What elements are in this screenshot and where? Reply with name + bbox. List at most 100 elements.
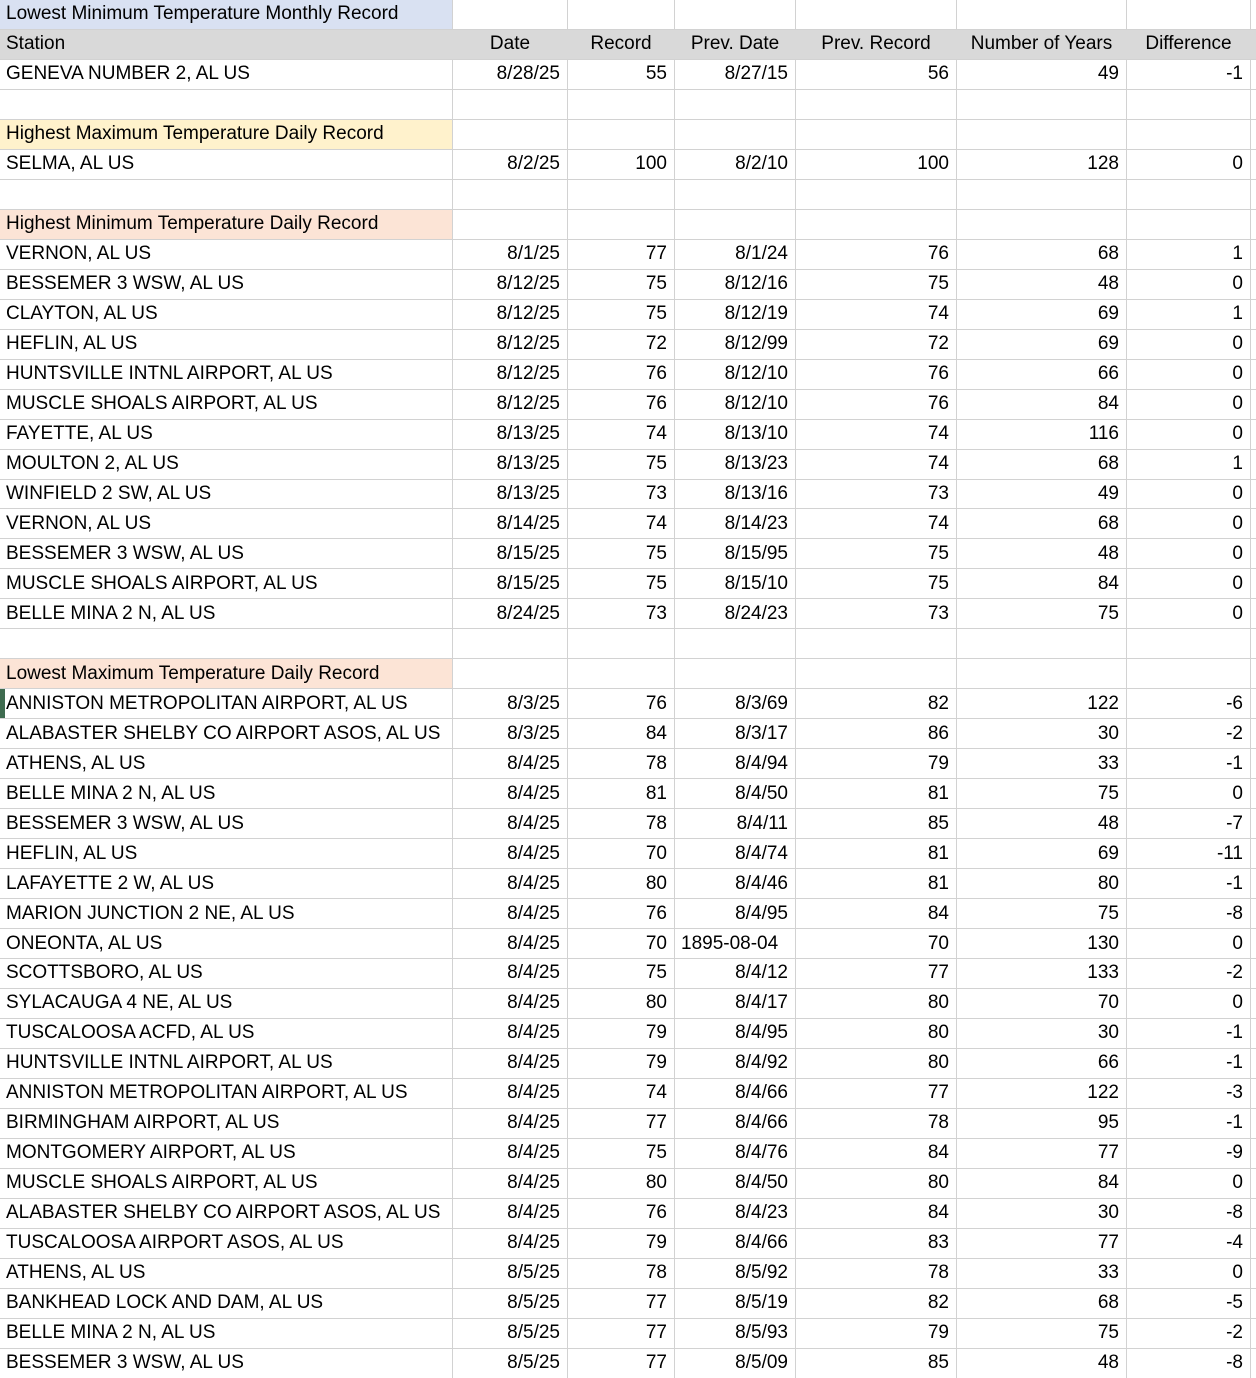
cell-prev-record[interactable]: 76: [796, 239, 956, 269]
cell-date[interactable]: 8/4/25: [453, 929, 567, 958]
cell-station[interactable]: SCOTTSBORO, AL US: [0, 959, 452, 988]
blank-row-empty-cell[interactable]: [796, 629, 956, 659]
column-header-record[interactable]: Record: [568, 29, 674, 59]
cell-number-of-years[interactable]: 69: [957, 299, 1126, 329]
cell-difference[interactable]: -8: [1127, 899, 1250, 929]
cell-prev-date[interactable]: 8/1/24: [675, 239, 795, 269]
cell-date[interactable]: 8/5/25: [453, 1318, 567, 1348]
cell-prev-record[interactable]: 76: [796, 389, 956, 419]
cell-difference[interactable]: 1: [1127, 449, 1250, 479]
cell-prev-record[interactable]: 80: [796, 1048, 956, 1078]
cell-prev-record[interactable]: 70: [796, 929, 956, 958]
cell-date[interactable]: 8/24/25: [453, 599, 567, 629]
cell-record[interactable]: 80: [568, 988, 674, 1018]
cell-prev-record[interactable]: 81: [796, 869, 956, 899]
cell-prev-date[interactable]: 8/12/16: [675, 269, 795, 299]
title-row-empty-cell[interactable]: [1127, 119, 1250, 149]
cell-prev-date[interactable]: 8/15/10: [675, 569, 795, 599]
cell-date[interactable]: 8/4/25: [453, 839, 567, 869]
cell-station[interactable]: BIRMINGHAM AIRPORT, AL US: [0, 1108, 452, 1138]
cell-station[interactable]: ANNISTON METROPOLITAN AIRPORT, AL US: [0, 1078, 452, 1108]
cell-number-of-years[interactable]: 77: [957, 1228, 1126, 1258]
blank-row-empty-cell[interactable]: [0, 629, 452, 659]
cell-station[interactable]: ALABASTER SHELBY CO AIRPORT ASOS, AL US: [0, 719, 452, 749]
cell-date[interactable]: 8/5/25: [453, 1258, 567, 1288]
cell-number-of-years[interactable]: 30: [957, 719, 1126, 749]
cell-station[interactable]: MONTGOMERY AIRPORT, AL US: [0, 1138, 452, 1168]
cell-prev-record[interactable]: 72: [796, 329, 956, 359]
cell-date[interactable]: 8/4/25: [453, 899, 567, 929]
cell-difference[interactable]: -9: [1127, 1138, 1250, 1168]
title-row-empty-cell[interactable]: [675, 119, 795, 149]
blank-row-empty-cell[interactable]: [957, 179, 1126, 209]
cell-difference[interactable]: -11: [1127, 839, 1250, 869]
cell-record[interactable]: 72: [568, 329, 674, 359]
cell-station[interactable]: ALABASTER SHELBY CO AIRPORT ASOS, AL US: [0, 1198, 452, 1228]
cell-prev-record[interactable]: 82: [796, 689, 956, 719]
cell-station[interactable]: ATHENS, AL US: [0, 1258, 452, 1288]
title-row-empty-cell[interactable]: [568, 659, 674, 689]
blank-row-empty-cell[interactable]: [0, 179, 452, 209]
cell-number-of-years[interactable]: 130: [957, 929, 1126, 958]
cell-difference[interactable]: -1: [1127, 1048, 1250, 1078]
cell-date[interactable]: 8/12/25: [453, 299, 567, 329]
cell-date[interactable]: 8/13/25: [453, 449, 567, 479]
cell-prev-date[interactable]: 8/12/10: [675, 389, 795, 419]
column-header-prev-record[interactable]: Prev. Record: [796, 29, 956, 59]
cell-difference[interactable]: -2: [1127, 959, 1250, 988]
cell-difference[interactable]: -3: [1127, 1078, 1250, 1108]
cell-record[interactable]: 75: [568, 299, 674, 329]
cell-difference[interactable]: 1: [1127, 299, 1250, 329]
cell-station[interactable]: BESSEMER 3 WSW, AL US: [0, 1348, 452, 1378]
cell-number-of-years[interactable]: 68: [957, 239, 1126, 269]
cell-prev-date[interactable]: 8/12/19: [675, 299, 795, 329]
cell-date[interactable]: 8/4/25: [453, 1108, 567, 1138]
cell-date[interactable]: 8/3/25: [453, 719, 567, 749]
cell-number-of-years[interactable]: 30: [957, 1198, 1126, 1228]
cell-station[interactable]: BELLE MINA 2 N, AL US: [0, 599, 452, 629]
cell-prev-date[interactable]: 8/4/12: [675, 959, 795, 988]
cell-record[interactable]: 75: [568, 959, 674, 988]
cell-date[interactable]: 8/5/25: [453, 1348, 567, 1378]
cell-date[interactable]: 8/4/25: [453, 869, 567, 899]
cell-station[interactable]: SELMA, AL US: [0, 149, 452, 179]
cell-prev-date[interactable]: 8/4/50: [675, 1168, 795, 1198]
cell-record[interactable]: 77: [568, 1288, 674, 1318]
cell-station[interactable]: ONEONTA, AL US: [0, 929, 452, 958]
blank-row-empty-cell[interactable]: [453, 629, 567, 659]
cell-prev-record[interactable]: 78: [796, 1258, 956, 1288]
cell-record[interactable]: 77: [568, 1348, 674, 1378]
cell-date[interactable]: 8/4/25: [453, 1048, 567, 1078]
cell-prev-record[interactable]: 79: [796, 749, 956, 779]
cell-date[interactable]: 8/4/25: [453, 1018, 567, 1048]
column-header-prev-date[interactable]: Prev. Date: [675, 29, 795, 59]
title-row-empty-cell[interactable]: [675, 0, 795, 29]
cell-prev-date[interactable]: 8/24/23: [675, 599, 795, 629]
cell-number-of-years[interactable]: 48: [957, 809, 1126, 839]
cell-prev-date[interactable]: 8/3/17: [675, 719, 795, 749]
cell-date[interactable]: 8/3/25: [453, 689, 567, 719]
cell-prev-date[interactable]: 8/4/11: [675, 809, 795, 839]
section-title-cell[interactable]: Highest Minimum Temperature Daily Record: [0, 209, 452, 239]
cell-prev-date[interactable]: 8/4/74: [675, 839, 795, 869]
blank-row-empty-cell[interactable]: [675, 629, 795, 659]
cell-station[interactable]: BESSEMER 3 WSW, AL US: [0, 269, 452, 299]
cell-record[interactable]: 79: [568, 1018, 674, 1048]
cell-date[interactable]: 8/4/25: [453, 1168, 567, 1198]
column-header-station[interactable]: Station: [0, 29, 452, 59]
cell-record[interactable]: 80: [568, 1168, 674, 1198]
cell-record[interactable]: 70: [568, 929, 674, 958]
cell-record[interactable]: 55: [568, 59, 674, 89]
cell-date[interactable]: 8/4/25: [453, 988, 567, 1018]
cell-prev-record[interactable]: 74: [796, 449, 956, 479]
cell-prev-record[interactable]: 77: [796, 1078, 956, 1108]
title-row-empty-cell[interactable]: [453, 119, 567, 149]
cell-date[interactable]: 8/4/25: [453, 1228, 567, 1258]
cell-prev-date[interactable]: 8/3/69: [675, 689, 795, 719]
title-row-empty-cell[interactable]: [796, 209, 956, 239]
cell-record[interactable]: 75: [568, 449, 674, 479]
cell-date[interactable]: 8/4/25: [453, 779, 567, 809]
cell-station[interactable]: MARION JUNCTION 2 NE, AL US: [0, 899, 452, 929]
blank-row-empty-cell[interactable]: [568, 629, 674, 659]
cell-prev-date[interactable]: 8/4/66: [675, 1108, 795, 1138]
